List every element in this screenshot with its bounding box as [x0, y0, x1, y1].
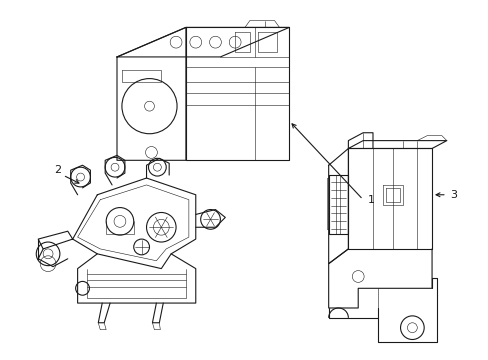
- Circle shape: [170, 36, 182, 48]
- Circle shape: [146, 212, 176, 242]
- Text: 1: 1: [367, 195, 374, 205]
- Circle shape: [105, 157, 124, 177]
- Circle shape: [209, 36, 221, 48]
- Text: 2: 2: [54, 165, 61, 175]
- Circle shape: [145, 147, 157, 158]
- Circle shape: [189, 36, 201, 48]
- Circle shape: [133, 239, 149, 255]
- Circle shape: [200, 210, 220, 229]
- Circle shape: [106, 208, 133, 235]
- Circle shape: [76, 282, 89, 295]
- Text: 3: 3: [449, 190, 456, 200]
- Circle shape: [71, 167, 90, 187]
- Circle shape: [36, 242, 60, 266]
- Circle shape: [148, 158, 166, 176]
- Circle shape: [400, 316, 423, 339]
- Circle shape: [122, 78, 177, 134]
- Circle shape: [229, 36, 241, 48]
